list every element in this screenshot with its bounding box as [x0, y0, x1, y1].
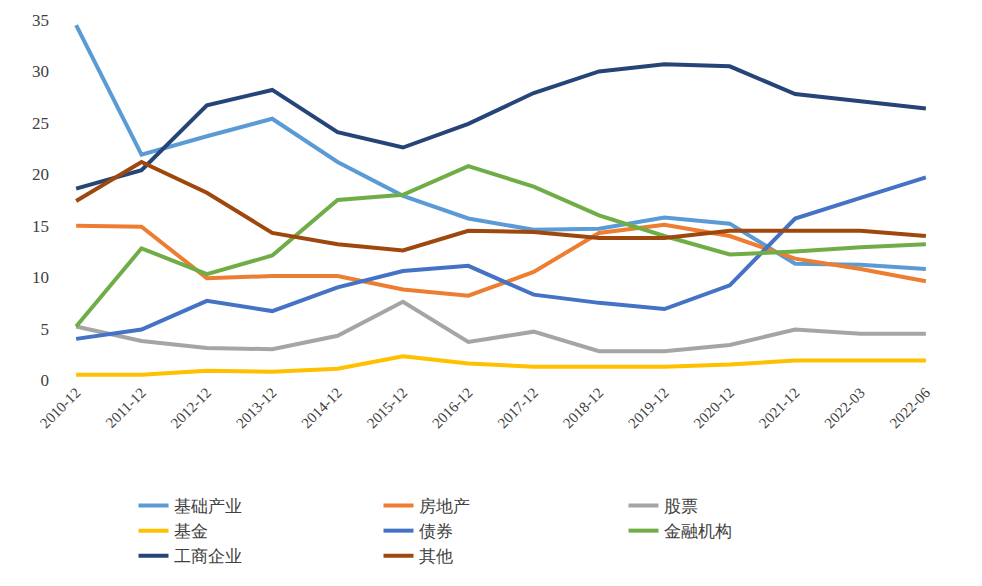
svg-text:2011-12: 2011-12	[103, 385, 149, 431]
svg-text:股票: 股票	[664, 496, 698, 516]
svg-text:其他: 其他	[419, 546, 453, 566]
svg-text:2017-12: 2017-12	[494, 385, 541, 432]
svg-text:2020-12: 2020-12	[691, 385, 738, 432]
svg-text:2014-12: 2014-12	[298, 385, 345, 432]
svg-text:房地产: 房地产	[419, 496, 470, 516]
svg-text:工商企业: 工商企业	[174, 546, 242, 566]
svg-text:基金: 基金	[174, 521, 208, 541]
svg-text:债券: 债券	[419, 521, 453, 541]
svg-text:2016-12: 2016-12	[429, 385, 476, 432]
svg-text:2013-12: 2013-12	[233, 385, 280, 432]
svg-text:0: 0	[41, 371, 50, 390]
svg-text:2012-12: 2012-12	[168, 385, 215, 432]
svg-text:2022-03: 2022-03	[821, 385, 868, 432]
svg-text:金融机构: 金融机构	[664, 521, 732, 541]
svg-text:2010-12: 2010-12	[37, 385, 84, 432]
svg-text:20: 20	[32, 165, 49, 184]
svg-text:2018-12: 2018-12	[560, 385, 607, 432]
svg-text:基础产业: 基础产业	[174, 496, 242, 516]
svg-text:2015-12: 2015-12	[364, 385, 411, 432]
svg-text:2021-12: 2021-12	[756, 385, 803, 432]
svg-text:15: 15	[32, 217, 49, 236]
svg-text:30: 30	[32, 62, 49, 81]
svg-text:2022-06: 2022-06	[887, 384, 934, 431]
svg-text:35: 35	[32, 11, 49, 30]
svg-text:2019-12: 2019-12	[625, 385, 672, 432]
svg-text:25: 25	[32, 114, 49, 133]
svg-text:10: 10	[32, 268, 49, 287]
svg-text:5: 5	[41, 320, 50, 339]
